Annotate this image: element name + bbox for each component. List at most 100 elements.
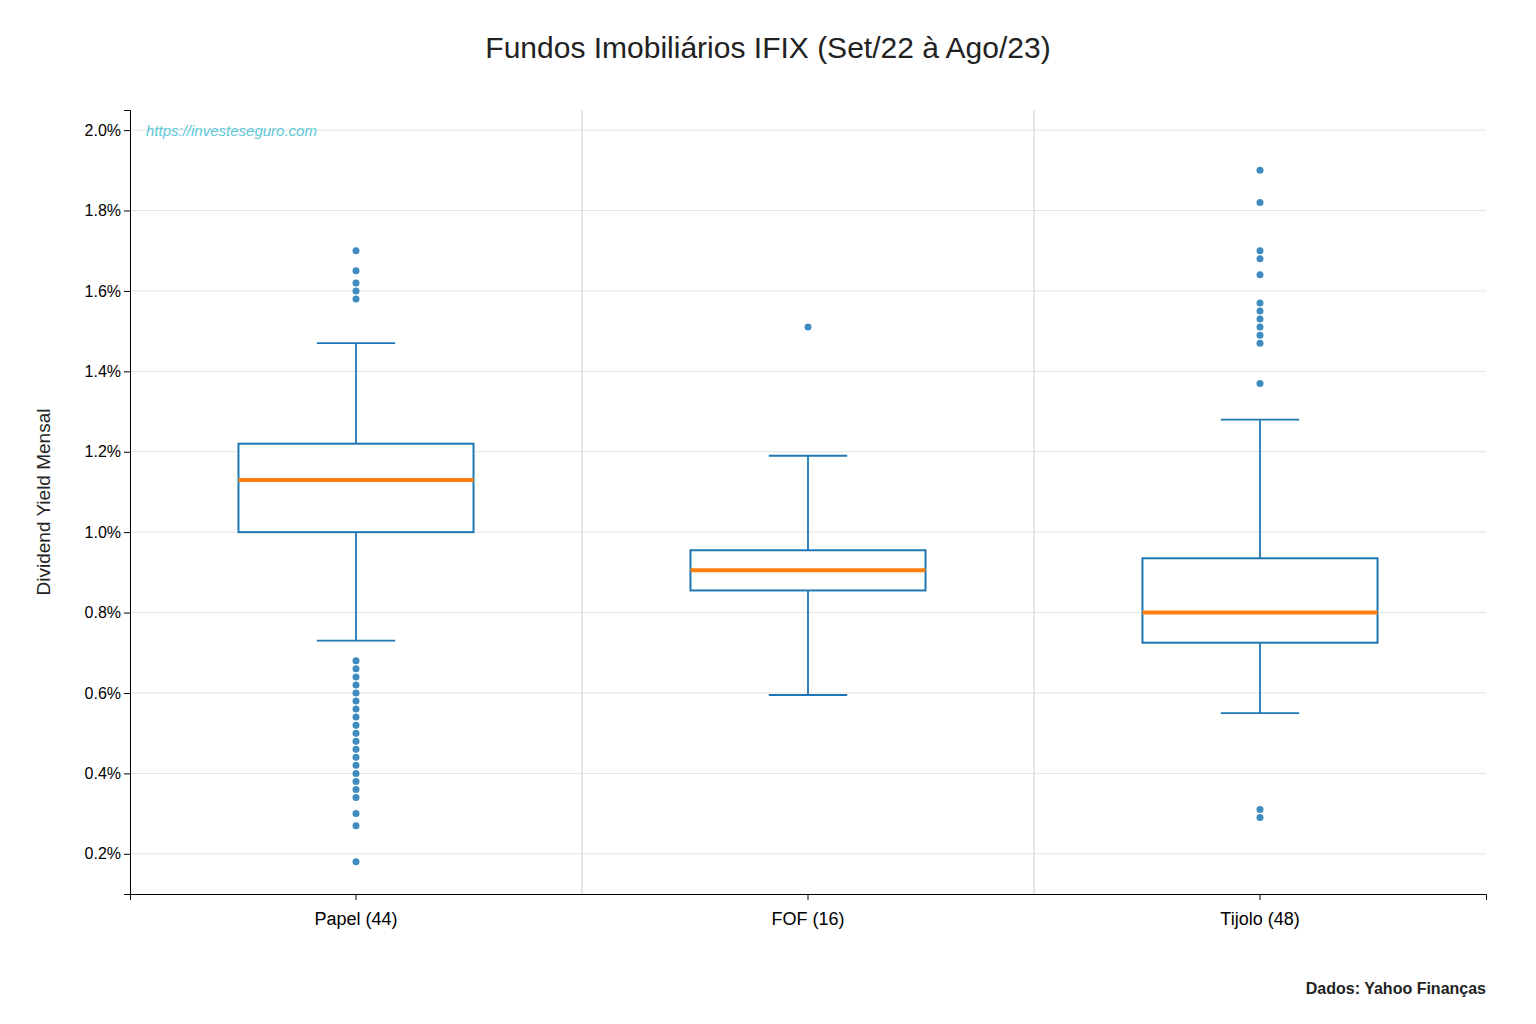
y-tick-mark	[124, 773, 130, 774]
y-tick-mark	[124, 613, 130, 614]
y-tick-mark	[124, 371, 130, 372]
outlier	[1257, 308, 1264, 315]
x-tick-mark	[356, 894, 357, 900]
whisker-low	[807, 590, 809, 695]
outlier	[353, 267, 360, 274]
outlier	[1257, 814, 1264, 821]
whisker-high	[355, 343, 357, 444]
y-tick-label: 0.6%	[85, 685, 121, 702]
y-tick: 1.8%	[85, 202, 130, 219]
outlier	[353, 778, 360, 785]
outlier	[353, 673, 360, 680]
outlier	[353, 738, 360, 745]
y-tick-mark	[124, 291, 130, 292]
whisker-high	[807, 456, 809, 550]
y-tick: 1.0%	[85, 524, 130, 541]
y-tick: 0.4%	[85, 765, 130, 782]
source-note: Dados: Yahoo Finanças	[1306, 980, 1486, 997]
y-tick: 0.6%	[85, 685, 130, 702]
whisker-low	[355, 532, 357, 641]
box	[690, 550, 925, 590]
outlier	[353, 714, 360, 721]
outlier	[353, 722, 360, 729]
whisker-high	[1259, 420, 1261, 559]
y-tick-label: 2.0%	[85, 122, 121, 139]
outlier	[1257, 380, 1264, 387]
outlier	[805, 324, 812, 331]
separators	[582, 110, 1034, 894]
outlier	[1257, 324, 1264, 331]
outlier	[353, 279, 360, 286]
y-tick-mark	[124, 130, 130, 131]
outlier	[353, 770, 360, 777]
outlier	[1257, 271, 1264, 278]
outlier	[353, 810, 360, 817]
outlier	[353, 681, 360, 688]
y-tick-mark	[124, 532, 130, 533]
outlier	[1257, 316, 1264, 323]
outlier	[353, 247, 360, 254]
median	[1142, 611, 1377, 615]
outlier	[353, 822, 360, 829]
outlier	[353, 706, 360, 713]
x-tick: FOF (16)	[771, 894, 844, 929]
x-tick-label: Papel (44)	[314, 909, 397, 929]
whisker-cap-high	[317, 342, 395, 344]
outlier	[353, 657, 360, 664]
y-tick-label: 1.2%	[85, 443, 121, 460]
outlier	[353, 858, 360, 865]
outlier	[1257, 199, 1264, 206]
whisker-cap-low	[317, 640, 395, 642]
outlier	[1257, 806, 1264, 813]
y-tick-label: 1.8%	[85, 202, 121, 219]
y-axis-line	[124, 111, 131, 895]
y-tick-label: 1.0%	[85, 524, 121, 541]
x-tick: Papel (44)	[314, 894, 397, 929]
grid-line	[130, 130, 1486, 131]
whisker-low	[1259, 643, 1261, 713]
y-tick-mark	[124, 693, 130, 694]
y-tick-label: 0.4%	[85, 765, 121, 782]
separator	[1034, 110, 1035, 894]
x-axis: Papel (44) FOF (16) Tijolo (48)	[131, 894, 1487, 929]
y-tick: 1.4%	[85, 363, 130, 380]
separator	[582, 110, 583, 894]
y-tick-label: 0.2%	[85, 845, 121, 862]
outlier	[353, 730, 360, 737]
median	[238, 478, 473, 482]
box	[1142, 558, 1377, 642]
outlier	[353, 665, 360, 672]
y-tick-mark	[124, 854, 130, 855]
y-tick-mark	[124, 452, 130, 453]
x-tick-label: Tijolo (48)	[1220, 909, 1299, 929]
y-tick-label: 1.4%	[85, 363, 121, 380]
y-tick-label: 1.6%	[85, 283, 121, 300]
whisker-cap-low	[769, 694, 847, 696]
whisker-cap-high	[1221, 419, 1299, 421]
grid-line	[130, 773, 1486, 774]
grid-line	[130, 210, 1486, 211]
whisker-cap-high	[769, 455, 847, 457]
title: Fundos Imobiliários IFIX (Set/22 à Ago/2…	[485, 31, 1050, 64]
y-tick: 1.2%	[85, 443, 130, 460]
x-tick: Tijolo (48)	[1220, 894, 1299, 929]
outlier	[353, 287, 360, 294]
x-tick-label: FOF (16)	[771, 909, 844, 929]
y-tick-mark	[124, 211, 130, 212]
marks	[238, 167, 1377, 866]
outlier	[1257, 167, 1264, 174]
outlier	[1257, 299, 1264, 306]
outlier	[353, 794, 360, 801]
outlier	[353, 762, 360, 769]
box-group	[1142, 167, 1377, 821]
grid	[130, 130, 1486, 854]
plot-area: 0.2%0.4%0.6%0.8%1.0%1.2%1.4%1.6%1.8%2.0%…	[85, 110, 1487, 929]
watermark: https://investeseguro.com	[146, 122, 317, 139]
chart: Fundos Imobiliários IFIX (Set/22 à Ago/2…	[0, 0, 1536, 1024]
box	[238, 444, 473, 532]
outlier	[353, 746, 360, 753]
x-tick-mark	[808, 894, 809, 900]
y-tick: 1.6%	[85, 283, 130, 300]
whisker-cap-low	[1221, 712, 1299, 714]
outlier	[1257, 255, 1264, 262]
